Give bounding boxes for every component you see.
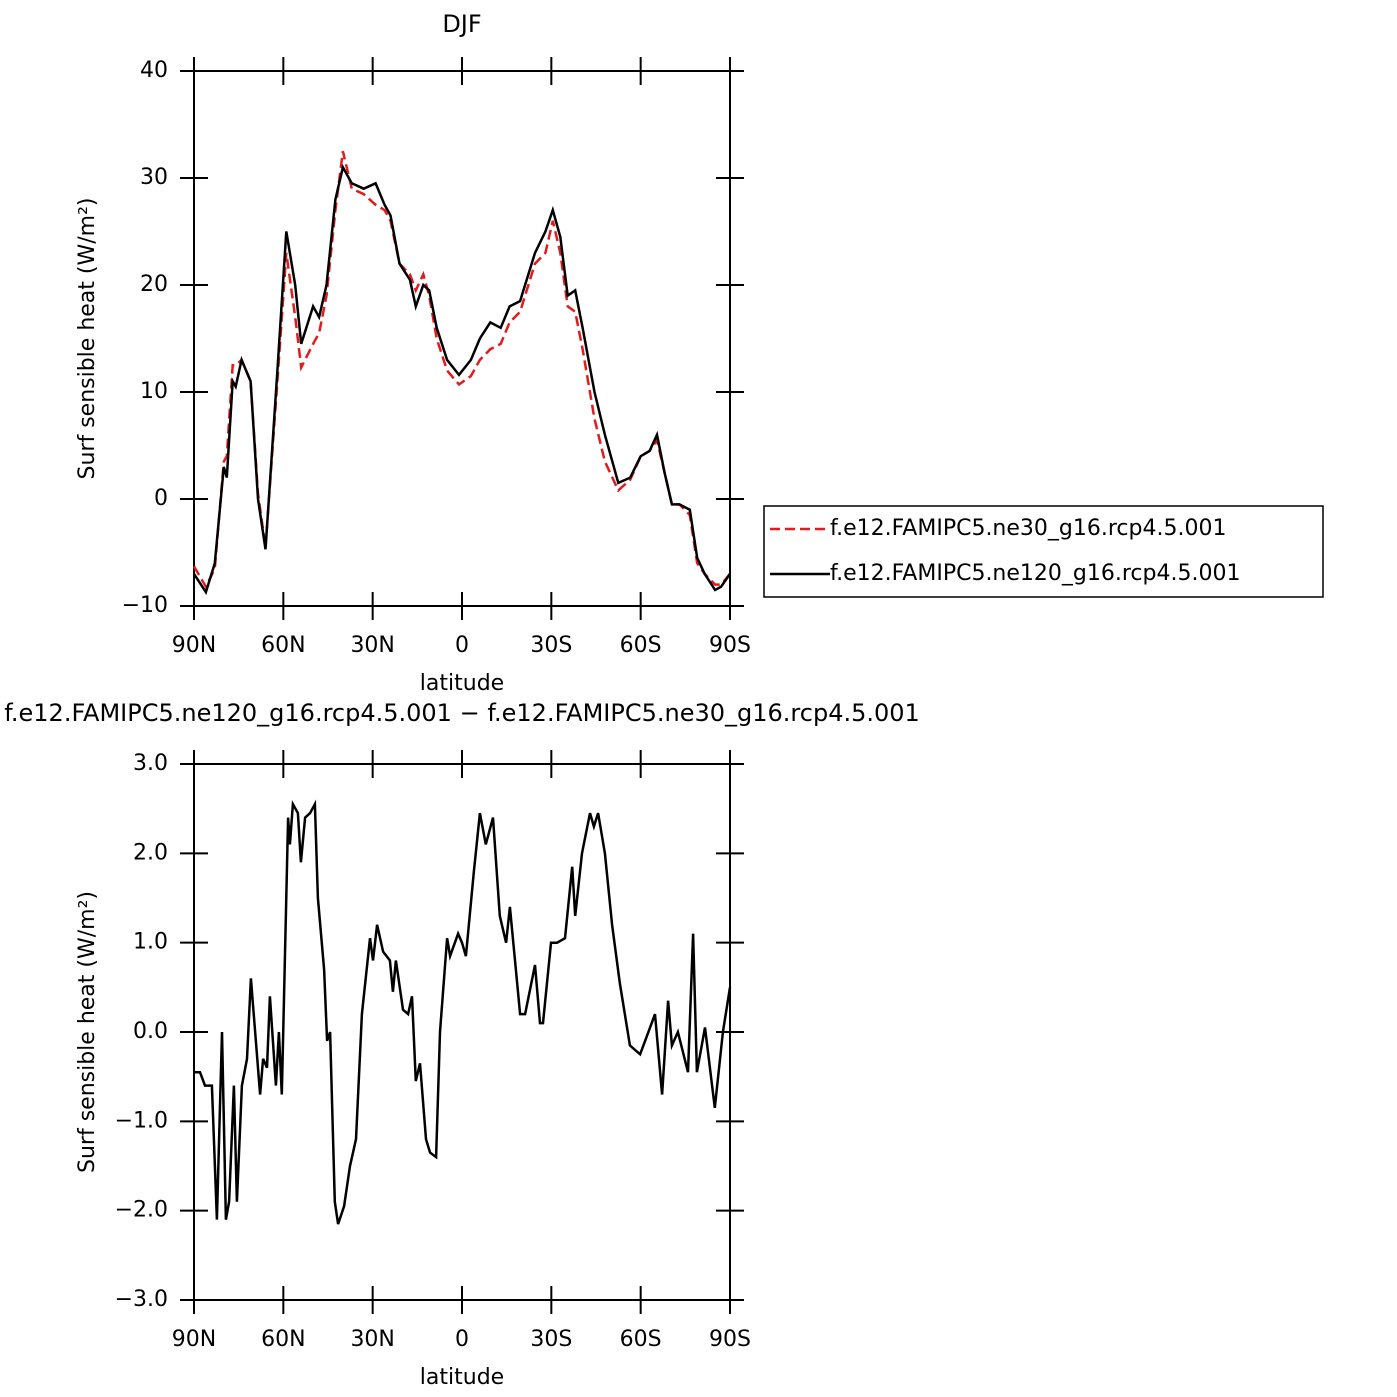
x-tick-label: 60S (620, 633, 662, 658)
x-tick-label: 30N (350, 1327, 394, 1352)
x-tick-label: 90N (172, 1327, 216, 1352)
y-tick-label: 20 (140, 272, 168, 297)
y-tick-label: 2.0 (133, 840, 168, 865)
y-tick-label: −10 (122, 593, 168, 618)
x-axis-label: latitude (420, 671, 504, 696)
x-axis-label: latitude (420, 1365, 504, 1390)
x-tick-label: 60N (261, 633, 305, 658)
legend-label: f.e12.FAMIPC5.ne30_g16.rcp4.5.001 (830, 516, 1226, 541)
data-line (192, 151, 731, 590)
data-line (194, 799, 732, 1225)
y-tick-label: −2.0 (115, 1198, 168, 1223)
x-tick-label: 30N (350, 633, 394, 658)
y-tick-label: −1.0 (115, 1108, 168, 1133)
x-tick-label: 30S (530, 633, 572, 658)
y-axis-label: Surf sensible heat (W/m²) (75, 198, 100, 480)
x-tick-label: 30S (530, 1327, 572, 1352)
x-tick-label: 0 (455, 633, 469, 658)
legend-box (763, 505, 1324, 598)
y-tick-label: −3.0 (115, 1287, 168, 1312)
y-tick-label: 40 (140, 58, 168, 83)
y-tick-label: 30 (140, 165, 168, 190)
x-tick-label: 90S (709, 1327, 751, 1352)
legend-label: f.e12.FAMIPC5.ne120_g16.rcp4.5.001 (830, 561, 1240, 586)
y-tick-label: 10 (140, 379, 168, 404)
data-line (192, 163, 732, 596)
y-axis-label: Surf sensible heat (W/m²) (75, 891, 100, 1173)
x-tick-label: 60N (261, 1327, 305, 1352)
chart-title: DJF (442, 10, 481, 38)
chart-title: f.e12.FAMIPC5.ne120_g16.rcp4.5.001 − f.e… (4, 699, 920, 727)
x-tick-label: 90N (172, 633, 216, 658)
x-tick-label: 60S (620, 1327, 662, 1352)
y-tick-label: 1.0 (133, 930, 168, 955)
y-tick-label: 0 (154, 486, 168, 511)
x-tick-label: 90S (709, 633, 751, 658)
y-tick-label: 0.0 (133, 1019, 168, 1044)
x-tick-label: 0 (455, 1327, 469, 1352)
plot-frame (193, 70, 731, 607)
y-tick-label: 3.0 (133, 751, 168, 776)
